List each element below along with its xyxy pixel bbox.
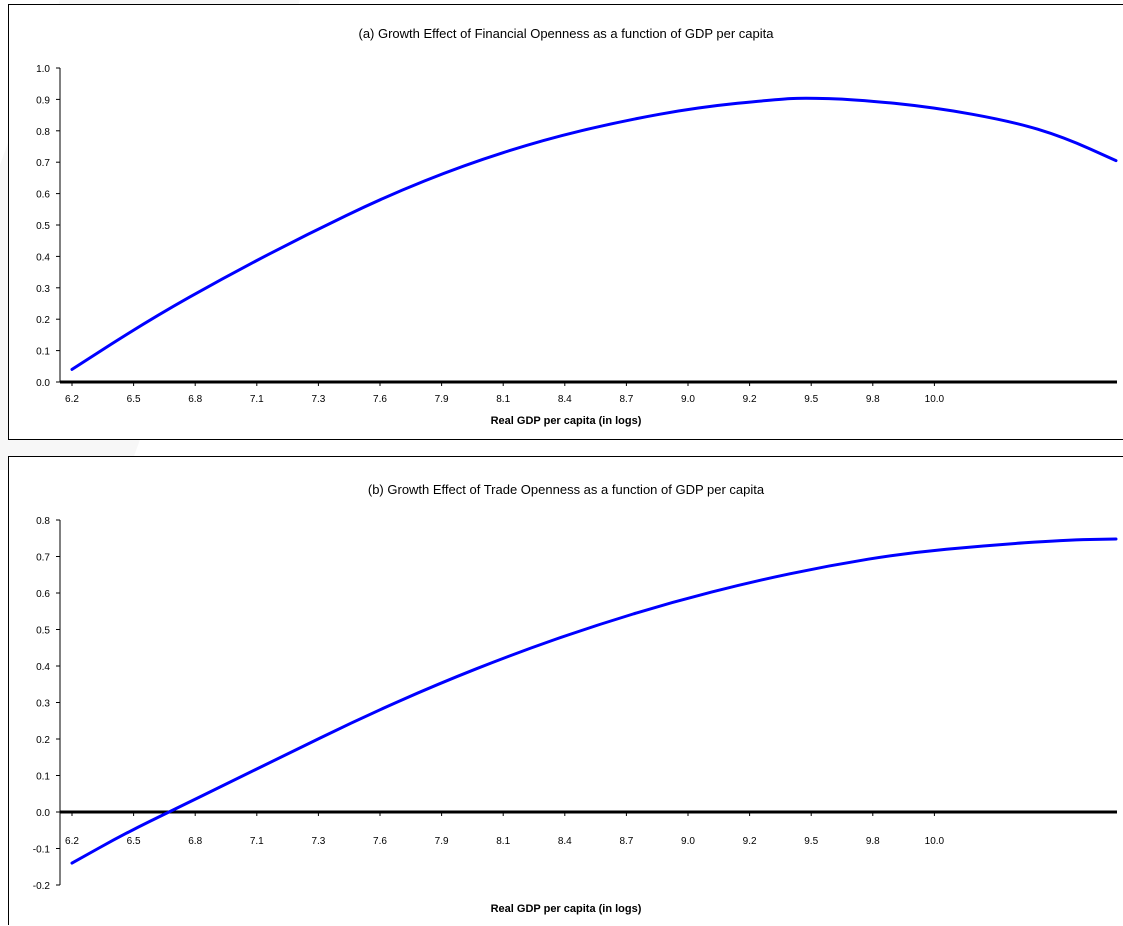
x-axis-label: Real GDP per capita (in logs) (490, 415, 642, 427)
y-tick-label: 0.8 (36, 127, 50, 138)
x-tick-label: 8.1 (496, 394, 510, 405)
x-tick-label: 8.7 (619, 394, 633, 405)
x-tick-label: 10.0 (925, 394, 945, 405)
series-line (70, 96, 1118, 371)
x-tick-label: 6.5 (127, 836, 141, 847)
x-tick-label: 9.8 (866, 836, 880, 847)
y-tick-label: 0.4 (36, 252, 50, 263)
x-tick-label: 7.9 (435, 394, 449, 405)
y-tick-label: 1.0 (36, 64, 50, 75)
x-tick-label: 6.2 (65, 836, 79, 847)
x-tick-label: 6.8 (188, 394, 202, 405)
y-tick-label: 0.6 (36, 589, 50, 600)
y-tick-label: 0.1 (36, 347, 50, 358)
y-tick-label: 0.1 (36, 772, 50, 783)
x-tick-label: 9.8 (866, 394, 880, 405)
x-tick-label: 6.5 (127, 394, 141, 405)
chart-plot-area: -0.2 -0.1 0.0 0.1 0.2 0.3 0.4 0.5 0.6 0.7 0.8 6.2 6.… (33, 516, 1118, 892)
y-tick-label: 0.2 (36, 315, 50, 326)
y-tick-label: 0.0 (36, 378, 50, 389)
y-tick-label: 0.9 (36, 95, 50, 106)
x-tick-label: 9.5 (804, 394, 818, 405)
y-tick-label: 0.0 (36, 808, 50, 819)
x-tick-label: 8.1 (496, 836, 510, 847)
x-axis-label: Real GDP per capita (in logs) (490, 903, 642, 915)
y-tick-label: 0.2 (36, 735, 50, 746)
x-tick-label: 7.3 (311, 836, 325, 847)
y-tick-label: 0.8 (36, 516, 50, 527)
x-tick-label: 9.0 (681, 836, 695, 847)
x-tick-label: 10.0 (925, 836, 945, 847)
chart-title: (b) Growth Effect of Trade Openness as a… (367, 482, 765, 497)
y-tick-label: -0.2 (33, 881, 51, 892)
series-line (70, 537, 1118, 865)
y-tick-label: 0.3 (36, 699, 50, 710)
x-tick-label: 7.1 (250, 394, 264, 405)
y-tick-label: 0.6 (36, 190, 50, 201)
x-tick-label: 6.8 (188, 836, 202, 847)
y-tick-label: 0.7 (36, 553, 50, 564)
chart-panel-trade-openness: (b) Growth Effect of Trade Openness as a… (8, 456, 1123, 925)
y-tick-label: 0.5 (36, 221, 50, 232)
chart-panel-financial-openness: (a) Growth Effect of Financial Openness … (8, 4, 1123, 440)
x-tick-label: 7.6 (373, 836, 387, 847)
x-tick-label: 8.7 (619, 836, 633, 847)
y-tick-label: 0.3 (36, 284, 50, 295)
x-tick-label: 9.2 (743, 836, 757, 847)
x-tick-label: 7.9 (435, 836, 449, 847)
y-tick-label: 0.7 (36, 158, 50, 169)
y-tick-label: -0.1 (33, 845, 51, 856)
x-tick-label: 6.2 (65, 394, 79, 405)
x-tick-label: 7.1 (250, 836, 264, 847)
x-tick-label: 8.4 (558, 836, 572, 847)
x-tick-label: 8.4 (558, 394, 572, 405)
y-tick-label: 0.5 (36, 626, 50, 637)
x-tick-label: 9.5 (804, 836, 818, 847)
x-tick-label: 9.0 (681, 394, 695, 405)
y-tick-label: 0.4 (36, 662, 50, 673)
x-tick-label: 7.6 (373, 394, 387, 405)
chart-plot-area: 0.0 0.1 0.2 0.3 0.4 0.5 0.6 0.7 0.8 0.9 1.0 6.2 6.5 6… (36, 64, 1118, 405)
x-tick-label: 9.2 (743, 394, 757, 405)
chart-title: (a) Growth Effect of Financial Openness … (358, 26, 774, 41)
x-tick-label: 7.3 (311, 394, 325, 405)
